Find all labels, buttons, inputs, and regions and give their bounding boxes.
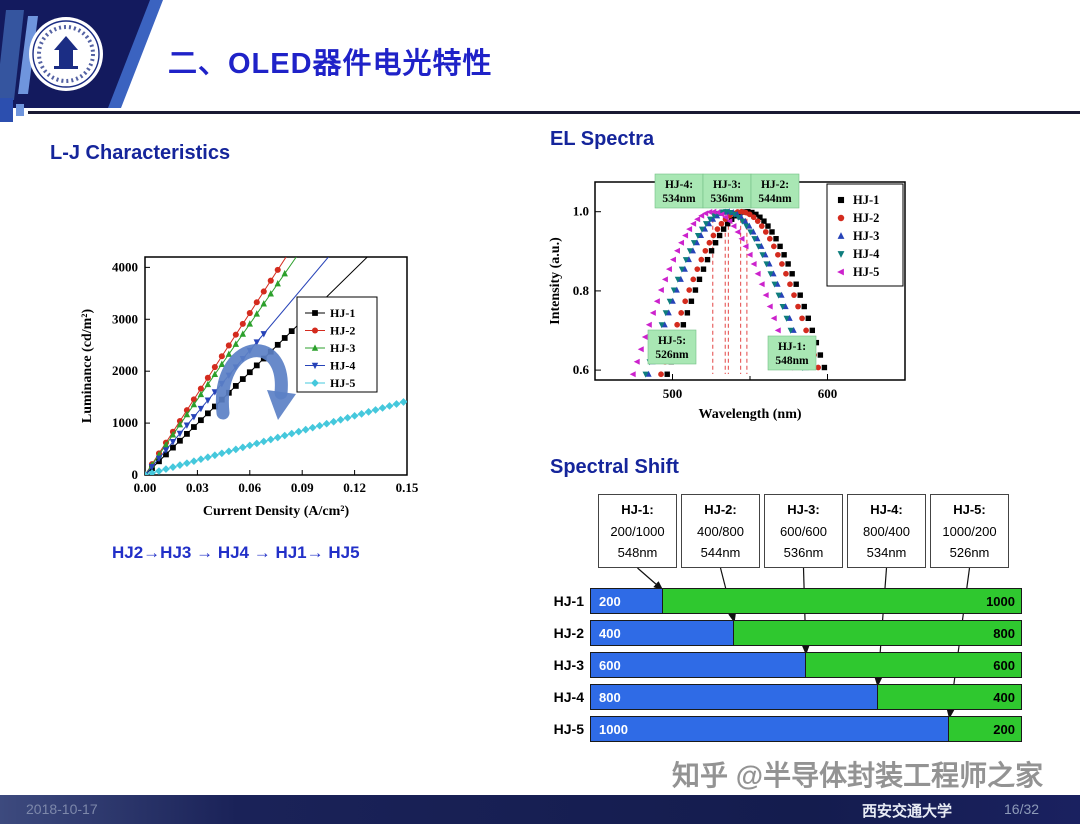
svg-text:600: 600 [818, 386, 838, 401]
svg-text:HJ-3: HJ-3 [853, 229, 879, 243]
svg-text:0.6: 0.6 [573, 362, 590, 377]
shift-bar-row: HJ-5 1000 200 [540, 716, 1022, 742]
svg-text:HJ-4:: HJ-4: [665, 179, 693, 191]
svg-text:Intensity (a.u.): Intensity (a.u.) [548, 237, 563, 325]
footer-date: 2018-10-17 [26, 801, 98, 817]
shift-bar-row: HJ-4 800 400 [540, 684, 1022, 710]
svg-text:544nm: 544nm [758, 193, 792, 205]
shift-table-cell: HJ-2: 400/800 544nm [681, 494, 760, 568]
svg-text:0.00: 0.00 [134, 480, 157, 495]
shift-table-cell: HJ-4: 800/400 534nm [847, 494, 926, 568]
shift-bar-green-segment: 400 [877, 685, 1021, 709]
svg-text:Wavelength (nm): Wavelength (nm) [698, 407, 801, 422]
svg-text:HJ-3: HJ-3 [330, 341, 355, 355]
shift-bar-label: HJ-3 [553, 657, 584, 673]
shift-bar-row: HJ-2 400 800 [540, 620, 1022, 646]
svg-text:534nm: 534nm [662, 193, 696, 205]
shift-table-cell: HJ-3: 600/600 536nm [764, 494, 843, 568]
university-seal-logo [0, 0, 163, 122]
shift-bar-blue-segment: 800 [591, 685, 878, 709]
svg-text:0.15: 0.15 [396, 480, 419, 495]
shift-bar-blue-segment: 400 [591, 621, 735, 645]
shift-bar-label: HJ-5 [553, 721, 584, 737]
svg-text:536nm: 536nm [710, 193, 744, 205]
lj-order-text: HJ2→HJ3 → HJ4 → HJ1→ HJ5 [112, 543, 360, 562]
el-chart: 500 600 1.0 0.8 0.6 Wavelength (nm) Intensity … [548, 173, 906, 422]
shift-bar-label: HJ-2 [553, 625, 584, 641]
shift-table-cell: HJ-5: 1000/200 526nm [930, 494, 1009, 568]
shift-heading: Spectral Shift [550, 456, 679, 478]
shift-bar-blue-segment: 600 [591, 653, 806, 677]
svg-text:0: 0 [132, 467, 139, 482]
svg-text:1.0: 1.0 [573, 204, 589, 219]
svg-text:548nm: 548nm [775, 355, 809, 367]
shift-bar-green-segment: 200 [949, 717, 1021, 741]
slide-title: 二、OLED器件电光特性 [168, 48, 493, 80]
svg-text:HJ-5:: HJ-5: [658, 335, 686, 347]
shift-bar-blue-segment: 1000 [591, 717, 950, 741]
watermark: 知乎 @半导体封装工程师之家 [672, 760, 1044, 791]
svg-text:HJ-4: HJ-4 [330, 359, 355, 373]
shift-table-cell: HJ-1: 200/1000 548nm [598, 494, 677, 568]
svg-text:HJ-2: HJ-2 [853, 211, 879, 225]
shift-bar-label: HJ-4 [553, 689, 584, 705]
svg-text:HJ-2:: HJ-2: [761, 179, 789, 191]
footer: 2018-10-17 西安交通大学 16/32 [0, 795, 1080, 824]
svg-text:HJ-3:: HJ-3: [713, 179, 741, 191]
svg-text:HJ-1:: HJ-1: [778, 341, 806, 353]
svg-text:HJ-4: HJ-4 [853, 247, 880, 261]
shift-table: HJ-1: 200/1000 548nm HJ-2: 400/800 544nm HJ-3:… [598, 494, 1009, 568]
svg-text:0.03: 0.03 [186, 480, 209, 495]
svg-text:0.06: 0.06 [238, 480, 261, 495]
svg-text:HJ-1: HJ-1 [853, 193, 879, 207]
shift-bar-green-segment: 1000 [662, 589, 1021, 613]
shift-bar-green-segment: 600 [806, 653, 1021, 677]
lj-chart: 0.00 0.03 0.06 0.09 0.12 0.15 0 1000 2000 3000 400… [80, 256, 419, 519]
svg-text:HJ-5: HJ-5 [330, 376, 355, 390]
footer-university: 西安交通大学 [862, 803, 953, 820]
svg-text:Current Density (A/cm²): Current Density (A/cm²) [203, 504, 350, 519]
lj-heading: L-J Characteristics [50, 142, 231, 164]
el-heading: EL Spectra [550, 128, 655, 150]
svg-text:HJ-5: HJ-5 [853, 265, 879, 279]
shift-bar-row: HJ-1 200 1000 [540, 588, 1022, 614]
svg-text:526nm: 526nm [655, 349, 689, 361]
svg-text:2000: 2000 [112, 363, 138, 378]
svg-text:Luminance (cd/m²): Luminance (cd/m²) [80, 309, 95, 424]
footer-page-number: 16/32 [1004, 801, 1040, 817]
svg-text:500: 500 [663, 386, 683, 401]
shift-bars: HJ-1 200 1000 HJ-2 400 800 HJ-3 600 600 HJ-4 800 40… [540, 588, 1022, 748]
shift-bar-blue-segment: 200 [591, 589, 663, 613]
svg-text:0.8: 0.8 [573, 283, 590, 298]
svg-text:HJ-1: HJ-1 [330, 306, 355, 320]
svg-text:0.12: 0.12 [343, 480, 366, 495]
svg-text:0.09: 0.09 [291, 480, 314, 495]
svg-text:HJ-2: HJ-2 [330, 324, 355, 338]
shift-bar-row: HJ-3 600 600 [540, 652, 1022, 678]
svg-text:3000: 3000 [112, 311, 138, 326]
shift-bar-label: HJ-1 [553, 593, 584, 609]
shift-bar-green-segment: 800 [734, 621, 1021, 645]
header-rule [28, 111, 1080, 114]
svg-text:4000: 4000 [112, 259, 138, 274]
svg-text:1000: 1000 [112, 415, 138, 430]
